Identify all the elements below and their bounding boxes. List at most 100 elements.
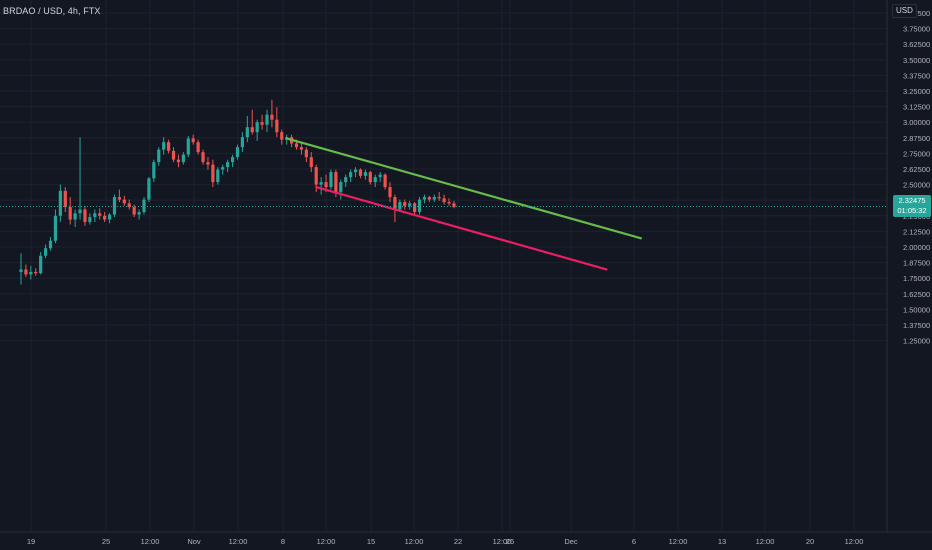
candle-body	[408, 203, 412, 206]
candle-body	[93, 213, 97, 218]
candle	[368, 170, 372, 185]
x-tick-label: 8	[281, 537, 285, 546]
candle	[132, 204, 136, 218]
candle	[265, 109, 269, 133]
last-price-badge: 2.32475 01:05:32	[893, 195, 931, 218]
candle	[230, 154, 235, 168]
price-axis[interactable]: 3.875003.750003.625003.500003.375003.250…	[903, 9, 930, 346]
candle-body	[142, 199, 146, 213]
candle-body	[176, 159, 181, 163]
candle-body	[78, 209, 82, 214]
candle	[358, 168, 363, 179]
candle	[344, 174, 348, 188]
candle	[280, 129, 284, 145]
y-tick-label: 1.75000	[903, 274, 930, 283]
candle-body	[422, 197, 427, 200]
x-tick-label: 12:00	[493, 537, 512, 546]
candle-body	[24, 269, 28, 275]
y-tick-label: 2.62500	[903, 165, 930, 174]
candle	[309, 152, 313, 173]
candles	[19, 99, 456, 285]
candle	[353, 167, 358, 178]
candle	[171, 147, 176, 163]
candle-body	[324, 182, 328, 188]
candle	[152, 159, 156, 183]
candle-body	[442, 198, 446, 203]
last-price-value: 2.32475	[898, 196, 926, 206]
candle	[196, 139, 200, 155]
x-tick-label: 12:00	[229, 537, 248, 546]
candle-body	[147, 178, 151, 200]
candle	[240, 132, 244, 153]
y-tick-label: 3.12500	[903, 103, 930, 112]
candle	[39, 251, 43, 275]
candle	[437, 192, 441, 201]
y-tick-label: 1.25000	[903, 337, 930, 346]
candle-body	[344, 177, 348, 183]
candle-body	[304, 149, 308, 158]
candle	[167, 139, 171, 154]
candle-body	[44, 248, 48, 256]
y-tick-label: 2.87500	[903, 134, 930, 143]
y-tick-label: 1.87500	[903, 259, 930, 268]
candle-body	[427, 197, 431, 200]
candle	[29, 265, 33, 280]
candle-body	[432, 197, 436, 200]
candle-body	[339, 182, 343, 193]
candle	[78, 137, 82, 220]
candle-body	[447, 202, 451, 204]
candle-body	[39, 255, 43, 274]
candle	[44, 244, 48, 259]
candle-body	[201, 152, 205, 163]
candle	[304, 147, 308, 163]
symbol-title[interactable]: BRDAO / USD, 4h, FTX	[3, 6, 101, 16]
currency-badge[interactable]: USD	[892, 4, 917, 18]
candle	[24, 264, 28, 277]
candle	[88, 213, 92, 225]
candle	[432, 194, 436, 203]
lower-trendline[interactable]	[315, 185, 608, 271]
y-tick-label: 2.12500	[903, 227, 930, 236]
candle-body	[127, 203, 131, 208]
candle-body	[221, 167, 225, 170]
candle-body	[245, 127, 249, 138]
candle-body	[329, 172, 333, 188]
candle	[260, 114, 264, 130]
x-tick-label: 12:00	[669, 537, 688, 546]
candle-body	[398, 202, 402, 210]
candle-body	[68, 207, 72, 220]
upper-trendline[interactable]	[285, 137, 643, 240]
candle-body	[373, 177, 377, 183]
y-tick-label: 3.50000	[903, 56, 930, 65]
candle	[117, 189, 121, 203]
candle	[147, 177, 151, 203]
candle-body	[167, 142, 171, 151]
candle	[186, 135, 190, 158]
candle	[408, 200, 412, 210]
candle	[127, 199, 131, 210]
candle	[329, 169, 333, 190]
candle	[299, 142, 304, 155]
trendlines	[285, 137, 643, 271]
candle	[221, 164, 225, 175]
candle-body	[260, 122, 264, 125]
candle-body	[83, 209, 87, 223]
candle	[48, 237, 53, 251]
candle-body	[117, 197, 121, 200]
x-tick-label: 12:00	[756, 537, 775, 546]
candle	[162, 137, 166, 155]
candle-body	[299, 147, 304, 150]
candle	[378, 172, 382, 183]
x-tick-label: 6	[632, 537, 636, 546]
x-tick-label: 12:00	[845, 537, 864, 546]
candle-body	[403, 202, 407, 206]
x-tick-label: Dec	[564, 537, 578, 546]
candle-body	[98, 213, 102, 216]
candle	[206, 157, 210, 170]
candle-body	[230, 157, 235, 163]
candle	[83, 205, 87, 226]
candle-body	[275, 119, 279, 133]
candle	[373, 174, 377, 188]
